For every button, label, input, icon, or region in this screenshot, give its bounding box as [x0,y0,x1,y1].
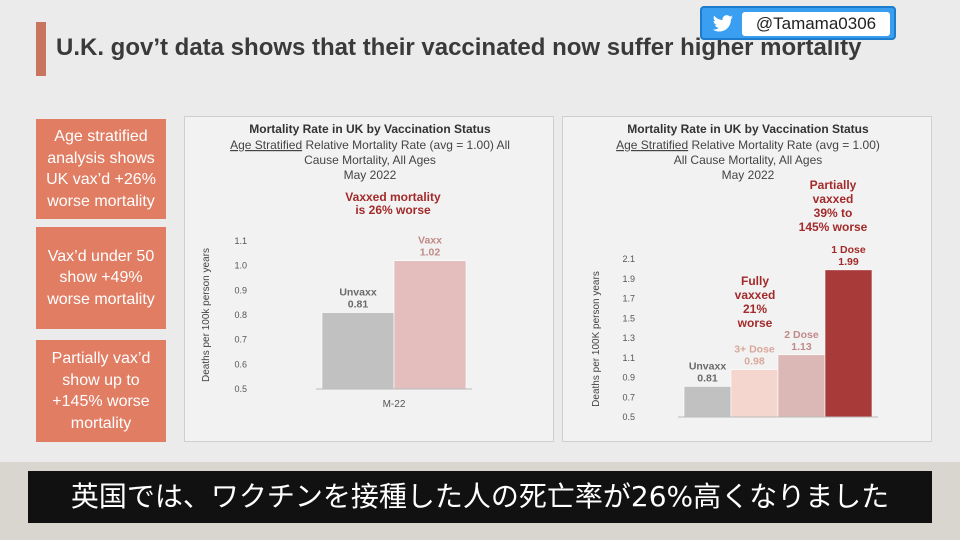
y-tick-label: 1.7 [622,294,635,304]
chart-date: May 2022 [722,168,775,182]
chart-date: May 2022 [344,168,397,182]
bar-value-label: 0.81 [697,372,718,384]
y-tick-label: 0.5 [622,412,635,422]
y-tick-label: 0.6 [234,359,247,369]
bar-unvaxx [683,386,732,418]
y-tick-label: 0.7 [234,335,247,345]
y-tick-label: 0.5 [234,384,247,394]
y-tick-label: 1.1 [234,236,247,246]
annotation-text: Vaxxed mortality [345,190,441,204]
bar-value-label: 0.81 [348,299,369,311]
y-tick-label: 0.7 [622,392,635,402]
y-tick-label: 0.9 [622,373,635,383]
bar-2-dose [777,354,826,418]
chart-panel-left: Mortality Rate in UK by Vaccination Stat… [184,116,554,442]
annotation-text: Fully [741,274,769,288]
y-axis-label: Deaths per 100k person years [201,248,212,382]
bar-1-dose [824,269,873,418]
side-callout-3: Partially vax’d show up to +145% worse m… [36,340,166,442]
bar-category-label: 1 Dose [831,244,866,256]
side-callout-text: Age stratified analysis shows UK vax’d +… [46,128,156,210]
side-callout-text: Vax’d under 50 show +49% worse mortality [47,247,155,308]
bar-category-label: 3+ Dose [734,344,775,356]
y-tick-label: 0.9 [234,285,247,295]
bar-category-label: Unvaxx [689,360,727,372]
y-axis-label: Deaths per 100K person years [591,271,602,407]
chart-subtitle: Age Stratified Relative Mortality Rate (… [230,138,510,152]
y-tick-label: 1.9 [622,274,635,284]
bar-vaxx [393,260,467,390]
side-callout-1: Age stratified analysis shows UK vax’d +… [36,119,166,219]
annotation-text: vaxxed [813,192,854,206]
chart-subtitle-line2: Cause Mortality, All Ages [304,153,436,167]
x-tick-label: M-22 [383,399,406,410]
chart-subtitle: Age Stratified Relative Mortality Rate (… [616,138,880,152]
y-tick-label: 1.1 [622,353,635,363]
bar-category-label: Vaxx [418,235,442,247]
annotation-text: 21% [743,302,767,316]
annotation-text: vaxxed [735,288,776,302]
side-callout-2: Vax’d under 50 show +49% worse mortality [36,227,166,329]
bar-value-label: 1.99 [838,256,859,268]
twitter-handle: @Tamama0306 [742,12,890,36]
chart-title: Mortality Rate in UK by Vaccination Stat… [249,122,491,136]
bar-unvaxx [321,312,395,390]
chart-left: Mortality Rate in UK by Vaccination Stat… [201,122,510,410]
japanese-subtitle: 英国では、ワクチンを接種した人の死亡率が26%高くなりました [28,471,932,523]
y-tick-label: 1.3 [622,333,635,343]
side-callout-text: Partially vax’d show up to +145% worse m… [51,350,151,432]
bar-value-label: 1.13 [791,341,812,353]
chart-right: Mortality Rate in UK by Vaccination Stat… [591,122,880,422]
annotation-text: 145% worse [799,220,868,234]
twitter-bird-icon [712,15,733,32]
twitter-badge[interactable]: @Tamama0306 [700,6,896,40]
bar-category-label: Unvaxx [339,287,377,299]
y-tick-label: 1.0 [234,261,247,271]
y-tick-label: 2.1 [622,254,635,264]
annotation-text: Partially [810,178,857,192]
annotation-text: is 26% worse [355,203,431,217]
bar-value-label: 1.02 [420,247,441,259]
title-accent-bar [36,22,46,76]
chart-subtitle-line2: All Cause Mortality, All Ages [674,153,823,167]
annotation-text: 39% to [814,206,853,220]
y-tick-label: 0.8 [234,310,247,320]
bar-3-dose [730,369,779,418]
bar-category-label: 2 Dose [784,329,819,341]
annotation-text: worse [737,316,773,330]
chart-panel-right: Mortality Rate in UK by Vaccination Stat… [562,116,932,442]
bar-value-label: 0.98 [744,356,765,368]
chart-title: Mortality Rate in UK by Vaccination Stat… [627,122,869,136]
y-tick-label: 1.5 [622,313,635,323]
